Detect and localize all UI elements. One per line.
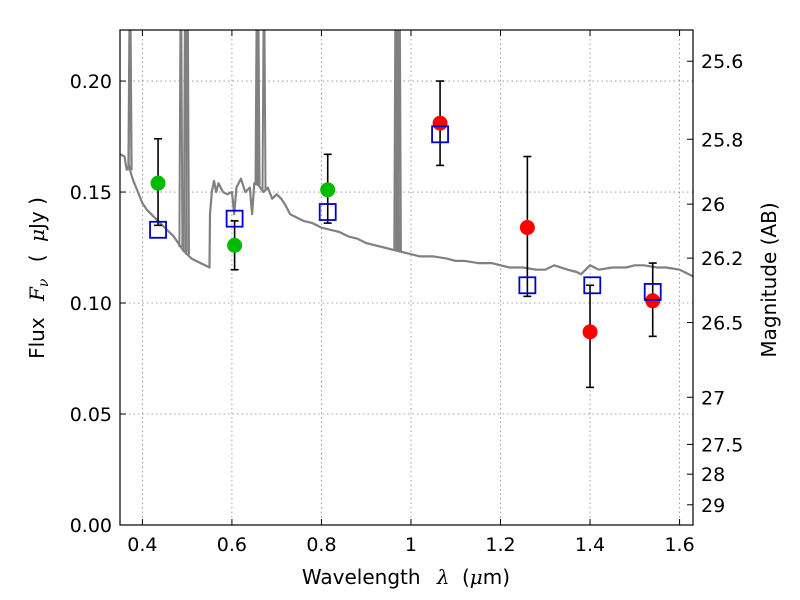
x-tick-label: 1 — [405, 534, 417, 556]
model-data-point — [583, 276, 602, 295]
model-data-point — [518, 276, 537, 295]
model-data-point — [431, 125, 449, 144]
y-tick-label: 0.10 — [70, 293, 112, 315]
x-tick-label: 0.4 — [127, 534, 157, 556]
red-data-point — [519, 220, 535, 236]
sed-emission-line — [127, 30, 133, 171]
x-tick-label: 1.6 — [664, 534, 694, 556]
magnitude-tick-label: 29 — [701, 495, 725, 517]
x-axis: 0.4 0.6 0.8 1 1.2 1.4 1.6 — [127, 30, 695, 556]
magnitude-tick-label: 25.8 — [701, 129, 743, 151]
plot-frame — [119, 29, 694, 526]
y-tick-label: 0.00 — [70, 515, 112, 537]
marker-layer — [149, 115, 662, 340]
green-data-point — [227, 237, 243, 253]
magnitude-axis-label: Magnitude (AB) — [757, 202, 781, 357]
y-tick-label: 0.05 — [70, 404, 112, 426]
magnitude-tick-label: 26.5 — [701, 313, 743, 335]
sed-emission-line — [255, 30, 261, 186]
magnitude-tick-label: 26.2 — [701, 248, 743, 270]
sed-emission-line — [184, 30, 190, 255]
model-data-point — [643, 283, 662, 301]
magnitude-tick-label: 26 — [701, 194, 725, 216]
sed-emission-line — [396, 30, 402, 252]
plot-background — [120, 30, 693, 525]
green-data-point — [150, 175, 166, 191]
red-data-point — [582, 324, 598, 340]
sed-continuum-line — [120, 153, 693, 278]
x-axis-label: Wavelength λ (μm) — [302, 565, 510, 589]
x-tick-label: 1.2 — [485, 534, 515, 556]
y-tick-label: 0.20 — [70, 71, 112, 93]
x-tick-label: 1.4 — [575, 534, 605, 556]
x-tick-label: 0.6 — [217, 534, 247, 556]
green-data-point — [320, 182, 336, 198]
magnitude-tick-label: 27 — [701, 387, 725, 409]
sed-emission-line — [261, 30, 267, 192]
magnitude-tick-label: 28 — [701, 464, 725, 486]
model-data-point — [149, 220, 167, 239]
sed-emission-line — [178, 30, 184, 248]
model-data-point — [225, 209, 244, 228]
y-axis: 0.00 0.05 0.10 0.15 0.20 — [70, 71, 126, 537]
magnitude-tick-label: 27.5 — [701, 434, 743, 456]
magnitude-tick-label: 25.6 — [701, 51, 743, 73]
sed-layer — [120, 30, 693, 278]
magnitude-axis: 25.6 25.8 26 26.2 26.5 27 27.5 28 29 — [687, 51, 743, 517]
model-data-point — [318, 203, 337, 221]
red-data-point — [432, 115, 448, 131]
y-tick-label: 0.15 — [70, 182, 112, 204]
x-tick-label: 0.8 — [306, 534, 336, 556]
y-axis-label: Flux Fν ( μJy ) — [25, 197, 53, 359]
